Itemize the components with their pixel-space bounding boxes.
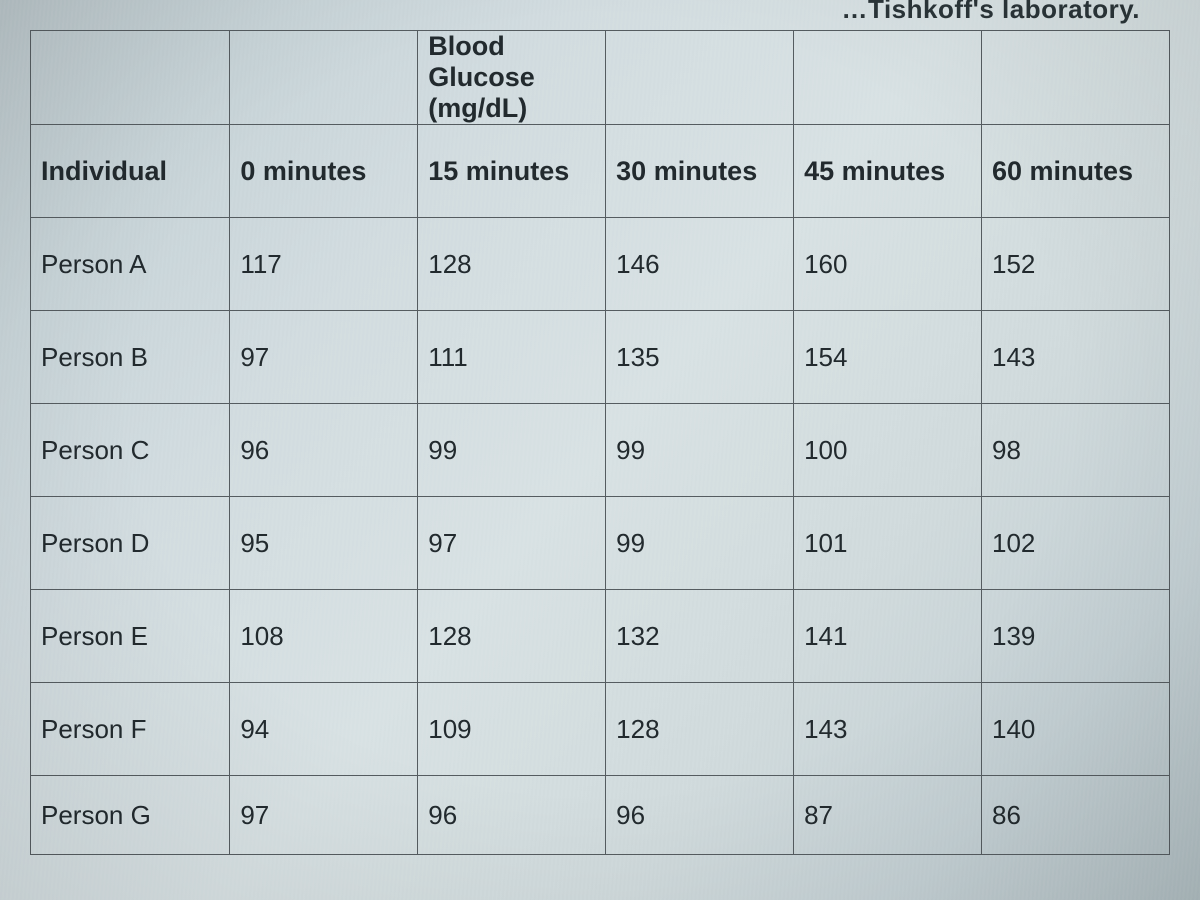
col-header-30min: 30 minutes	[606, 125, 794, 218]
cell: 101	[794, 497, 982, 590]
cell: 100	[794, 404, 982, 497]
row-label: Person F	[31, 683, 230, 776]
table-row: Person G 97 96 96 87 86	[31, 776, 1170, 855]
cell: 128	[418, 590, 606, 683]
cell: 160	[794, 218, 982, 311]
cell: 128	[606, 683, 794, 776]
cell: 135	[606, 311, 794, 404]
cell: 86	[982, 776, 1170, 855]
table-row: Person F 94 109 128 143 140	[31, 683, 1170, 776]
blank-cell	[31, 31, 230, 125]
table-header-row: Individual 0 minutes 15 minutes 30 minut…	[31, 125, 1170, 218]
cell: 109	[418, 683, 606, 776]
cell: 140	[982, 683, 1170, 776]
cell: 97	[230, 776, 418, 855]
glucose-table: Blood Glucose (mg/dL) Individual 0 minut…	[30, 30, 1170, 855]
table-row: Person E 108 128 132 141 139	[31, 590, 1170, 683]
cell: 96	[606, 776, 794, 855]
cell: 99	[418, 404, 606, 497]
cell: 108	[230, 590, 418, 683]
col-header-15min: 15 minutes	[418, 125, 606, 218]
cell: 97	[418, 497, 606, 590]
glucose-table-container: Blood Glucose (mg/dL) Individual 0 minut…	[30, 30, 1170, 855]
row-label: Person E	[31, 590, 230, 683]
cell: 87	[794, 776, 982, 855]
row-label: Person D	[31, 497, 230, 590]
blank-cell	[794, 31, 982, 125]
row-label: Person B	[31, 311, 230, 404]
cell: 117	[230, 218, 418, 311]
col-header-individual: Individual	[31, 125, 230, 218]
cell: 97	[230, 311, 418, 404]
cell: 95	[230, 497, 418, 590]
cell: 99	[606, 497, 794, 590]
cell: 94	[230, 683, 418, 776]
cell: 132	[606, 590, 794, 683]
blank-cell	[606, 31, 794, 125]
table-row: Person C 96 99 99 100 98	[31, 404, 1170, 497]
table-row: Person D 95 97 99 101 102	[31, 497, 1170, 590]
col-header-45min: 45 minutes	[794, 125, 982, 218]
cell: 111	[418, 311, 606, 404]
cell: 146	[606, 218, 794, 311]
cell: 154	[794, 311, 982, 404]
row-label: Person A	[31, 218, 230, 311]
caption-fragment: …Tishkoff's laboratory.	[842, 0, 1140, 25]
cell: 141	[794, 590, 982, 683]
cell: 139	[982, 590, 1170, 683]
table-title-row: Blood Glucose (mg/dL)	[31, 31, 1170, 125]
cell: 99	[606, 404, 794, 497]
cell: 96	[418, 776, 606, 855]
cell: 152	[982, 218, 1170, 311]
cell: 143	[794, 683, 982, 776]
col-header-60min: 60 minutes	[982, 125, 1170, 218]
blank-cell	[230, 31, 418, 125]
cell: 128	[418, 218, 606, 311]
table-row: Person A 117 128 146 160 152	[31, 218, 1170, 311]
cell: 143	[982, 311, 1170, 404]
table-title-cell: Blood Glucose (mg/dL)	[418, 31, 606, 125]
cell: 96	[230, 404, 418, 497]
blank-cell	[982, 31, 1170, 125]
cell: 98	[982, 404, 1170, 497]
table-row: Person B 97 111 135 154 143	[31, 311, 1170, 404]
col-header-0min: 0 minutes	[230, 125, 418, 218]
row-label: Person C	[31, 404, 230, 497]
cell: 102	[982, 497, 1170, 590]
row-label: Person G	[31, 776, 230, 855]
